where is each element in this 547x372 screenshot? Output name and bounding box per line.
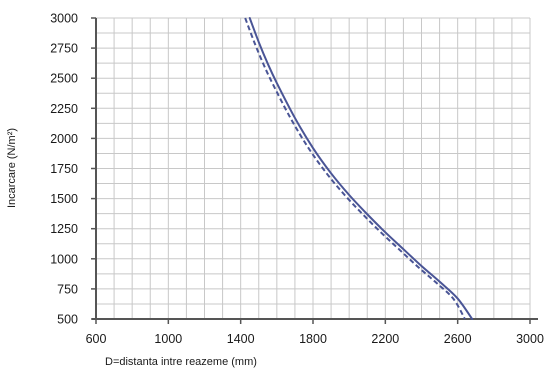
y-tick-label: 2750 (50, 42, 78, 56)
y-tick-label: 1500 (50, 192, 78, 206)
tick-labels: 600 1000 1400 1800 2200 2600 3000 500 750 1000 125… (50, 12, 544, 347)
axes (91, 17, 538, 324)
y-axis-label: Incarcare (N/m²) (6, 128, 18, 208)
series-line-dashed (244, 17, 466, 320)
y-tick-label: 2250 (50, 102, 78, 116)
y-tick-label: 1750 (50, 162, 78, 176)
y-tick-label: 2500 (50, 72, 78, 86)
x-tick-label: 3000 (516, 332, 544, 346)
y-tick-label: 2000 (50, 132, 78, 146)
series-line-solid (248, 17, 474, 320)
y-tick-label: 1250 (50, 222, 78, 236)
x-tick-label: 1800 (299, 332, 327, 346)
grid (95, 17, 531, 320)
y-tick-label: 1000 (50, 252, 78, 266)
y-tick-label: 500 (57, 313, 78, 327)
x-tick-label: 2600 (444, 332, 472, 346)
x-tick-label: 2200 (371, 332, 399, 346)
x-tick-label: 600 (86, 332, 107, 346)
series-lines (244, 17, 474, 320)
y-tick-label: 750 (57, 282, 78, 296)
x-tick-label: 1000 (154, 332, 182, 346)
x-axis-label: D=distanta intre reazeme (mm) (105, 356, 257, 368)
y-tick-label: 3000 (50, 12, 78, 26)
x-tick-label: 1400 (227, 332, 255, 346)
